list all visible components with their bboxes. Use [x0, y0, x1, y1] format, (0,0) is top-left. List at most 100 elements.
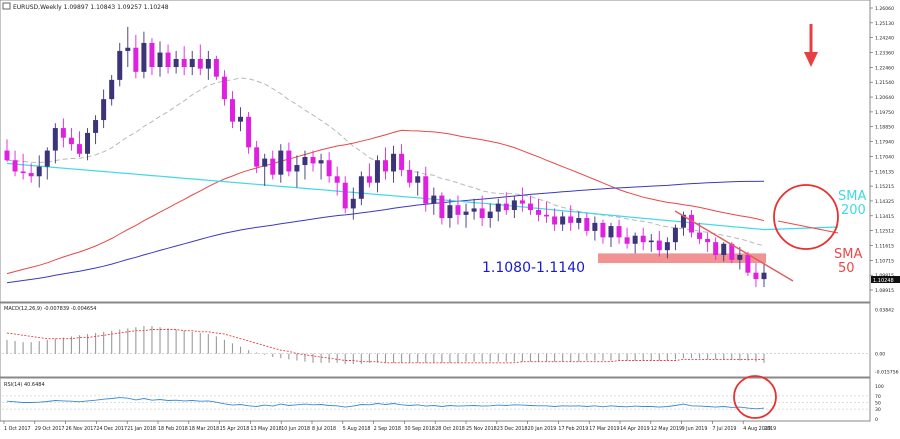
candle-bear [584, 218, 589, 231]
candle-bear [399, 154, 404, 170]
candle-bear [230, 99, 235, 121]
candle-bear [568, 216, 573, 222]
candle-bear [753, 273, 758, 279]
price-scale-label: 1.15215 [875, 184, 894, 190]
candle-bull [294, 165, 299, 171]
time-label: 18 Mar 2018 [189, 426, 219, 432]
candle-bull [190, 59, 195, 67]
candle-bear [311, 157, 316, 163]
candle-bull [53, 128, 58, 150]
candle-bear [367, 176, 372, 182]
candle-bull [158, 53, 163, 67]
price-scale-label: 1.12512 [875, 229, 894, 235]
candle-bear [689, 215, 694, 233]
price-scale-label: 1.26060 [875, 6, 894, 12]
candle-bear [697, 233, 702, 239]
macd-scale-label: 0.00 [875, 352, 885, 358]
candle-bull [125, 48, 130, 51]
candle-bull [488, 212, 493, 218]
rsi-scale-label: 50 [875, 401, 881, 407]
candle-bear [133, 48, 138, 72]
time-label: 20 Jan 2019 [528, 426, 557, 432]
candle-bear [335, 176, 340, 182]
time-label: 17 Feb 2019 [558, 426, 588, 432]
candle-bear [439, 196, 444, 218]
price-scale-label: 1.17040 [875, 154, 894, 160]
candle-bear [29, 173, 34, 176]
candle-bear [61, 128, 66, 138]
candle-bull [721, 244, 726, 255]
rsi-scale-label: 70 [875, 394, 881, 400]
candle-bull [351, 199, 356, 209]
time-label: 13 May 2018 [250, 426, 281, 432]
time-label: 14 Apr 2019 [620, 426, 650, 432]
candle-bull [109, 80, 114, 99]
time-label: 7 Jul 2019 [712, 426, 736, 432]
candle-bear [552, 216, 557, 224]
candle-bull [592, 223, 597, 231]
time-label: 15 Apr 2018 [220, 426, 250, 432]
time-label: 5 Aug 2018 [343, 426, 371, 432]
price-scale-label: 1.16135 [875, 169, 894, 175]
candle-bull [415, 176, 420, 182]
candle-bear [600, 223, 605, 237]
price-scale-label: 1.14325 [875, 199, 894, 205]
candle-bear [149, 43, 154, 67]
candle-bear [21, 171, 26, 173]
rsi-scale-label: 30 [875, 407, 881, 413]
price-scale-label: 1.20640 [875, 95, 894, 101]
candle-bear [745, 255, 750, 273]
candle-bull [206, 59, 211, 69]
candle-bear [504, 204, 509, 210]
candle-bear [407, 170, 412, 183]
candle-bull [278, 151, 283, 175]
candle-bull [262, 159, 267, 167]
time-label: 18 Feb 2018 [158, 426, 188, 432]
price-scale-label: 1.13415 [875, 214, 894, 220]
candle-bear [520, 200, 525, 203]
candle-bull [238, 117, 243, 122]
zone-label-group: 1.1080-1.1140 [482, 260, 585, 276]
time-label: 24 Dec 2017 [96, 426, 127, 432]
candle-bull [45, 151, 50, 167]
zone-label: 1.1080-1.1140 [482, 260, 585, 276]
time-label: 30 Sep 2018 [404, 426, 434, 432]
time-label: 21 Jan 2018 [127, 426, 156, 432]
time-label: 9 Jun 2019 [682, 426, 708, 432]
candle-bear [69, 138, 74, 144]
candle-bear [214, 59, 219, 77]
candle-bear [455, 205, 460, 215]
candle-bear [246, 117, 251, 148]
candle-bull [608, 226, 613, 237]
candle-bull [512, 200, 517, 210]
candle-bear [617, 226, 622, 237]
candle-bear [343, 183, 348, 209]
candle-bear [327, 160, 332, 176]
candle-bull [431, 196, 436, 204]
candle-bull [141, 43, 146, 72]
candle-bear [625, 237, 630, 243]
macd-panel [0, 303, 870, 377]
time-label: 25 Nov 2018 [466, 426, 497, 432]
candle-bear [222, 77, 227, 99]
candle-bull [649, 241, 654, 243]
price-scale: 1.260601.251301.242401.233601.224601.215… [870, 6, 894, 294]
time-label: 28 Oct 2018 [435, 426, 465, 432]
candle-bear [705, 239, 710, 242]
candle-bull [359, 176, 364, 198]
time-label: 2019 [764, 426, 776, 432]
candle-bear [544, 215, 549, 217]
time-label: 29 Oct 2017 [35, 426, 65, 432]
candle-bear [13, 160, 18, 171]
price-scale-label: 1.17940 [875, 140, 894, 146]
candle-bear [77, 144, 82, 154]
candle-bull [673, 228, 678, 242]
price-scale-label: 1.22460 [875, 65, 894, 71]
time-label: 12 May 2019 [651, 426, 682, 432]
candle-bear [713, 242, 718, 255]
rsi-panel [0, 378, 870, 421]
time-label: 26 Nov 2017 [66, 426, 97, 432]
macd-scale-label: 0.03842 [875, 308, 894, 314]
